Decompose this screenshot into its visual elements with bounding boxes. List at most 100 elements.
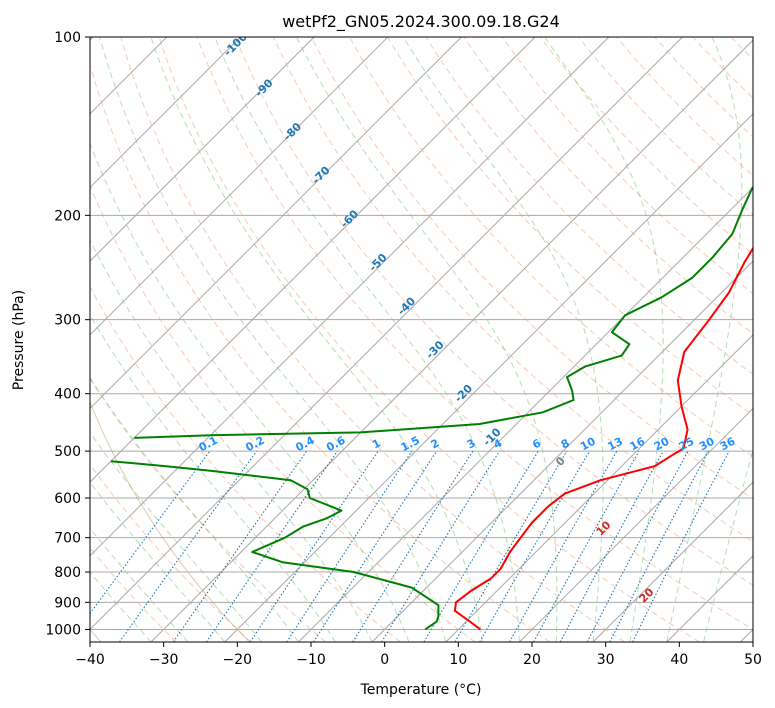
isotherm-line (298, 186, 753, 642)
mixing-ratio-line (205, 450, 338, 642)
y-tick-label: 1000 (45, 622, 81, 638)
dry-adiabat-line (616, 37, 753, 177)
mixing-ratio-line (609, 450, 709, 642)
isotherm-line (90, 37, 683, 631)
moist-adiabat-line (90, 238, 373, 642)
y-tick-label: 100 (54, 30, 81, 46)
y-tick-label: 600 (54, 491, 81, 507)
dry-adiabat-line (196, 37, 753, 631)
dry-adiabat-line (501, 37, 753, 295)
mixing-ratio-label: 13 (605, 435, 625, 454)
y-tick-label: 400 (54, 387, 81, 403)
isotherm-line (90, 37, 389, 336)
dry-adiabat-line (90, 62, 551, 642)
moist-adiabat-line (90, 431, 262, 642)
moist-adiabat-line (544, 37, 664, 642)
y-tick-label: 500 (54, 444, 81, 460)
moist-adiabat-line (90, 481, 226, 642)
mixing-ratio-line (172, 450, 308, 642)
isotherm-line (90, 37, 315, 262)
dry-adiabat-line (90, 463, 252, 642)
isotherm-line (519, 407, 753, 642)
mixing-ratio-lines (90, 450, 730, 642)
x-tick-label: −10 (296, 652, 326, 668)
isotherm-line (90, 37, 241, 189)
mixing-ratio-line (586, 450, 689, 642)
mixing-ratio-line (313, 450, 438, 642)
x-tick-label: −40 (75, 652, 105, 668)
moist-adiabat-line (90, 142, 410, 642)
isotherm-line (150, 39, 753, 642)
profile-line-1 (110, 460, 440, 631)
dry-adiabat-line (311, 37, 753, 500)
x-tick-label: −30 (149, 652, 179, 668)
plot-frame (89, 36, 754, 643)
isotherm-line (445, 334, 753, 642)
chart-title: wetPf2_GN05.2024.300.09.18.G24 (282, 12, 560, 32)
mixing-ratio-label: 25 (677, 435, 697, 454)
isotherm-line (592, 481, 753, 642)
profile-line-2 (134, 185, 753, 439)
plot-area: 0.1 0.2 0.4 0.6 1 1.5 2 3 4 6 8 10 13 16 20 25 30 36-100-… (90, 37, 753, 642)
moist-adiabat-line (666, 37, 743, 642)
y-axis-ticks: 100 200 300 400 500 600 700 800 900 1000 (45, 30, 90, 638)
mixing-ratio-label: 36 (718, 435, 738, 454)
moist-adiabats (90, 37, 753, 642)
dry-adiabat-line (90, 285, 401, 642)
moist-adiabat-line (90, 314, 336, 642)
x-tick-label: 0 (380, 652, 389, 668)
moist-adiabat-line (99, 37, 447, 642)
moist-adiabat-line (150, 37, 484, 642)
mixing-ratio-line (286, 450, 413, 642)
x-tick-label: 20 (523, 652, 541, 668)
y-tick-label: 200 (54, 208, 81, 224)
isotherm-line (90, 37, 536, 483)
mixing-ratio-label: 10 (578, 435, 598, 454)
mixing-ratio-line (352, 450, 474, 642)
mixing-ratio-line (559, 450, 664, 642)
mixing-ratio-line (509, 450, 618, 642)
moist-adiabat-line (214, 37, 520, 642)
isotherms (90, 37, 753, 642)
moist-adiabat-line (90, 527, 189, 642)
profile-series (110, 185, 753, 631)
x-tick-label: −20 (223, 652, 253, 668)
dry-adiabat-line (120, 37, 625, 642)
mixing-ratio-line (381, 450, 500, 642)
isotherm-line (371, 260, 753, 642)
dry-adiabat-line (463, 37, 753, 335)
moist-adiabat-line (703, 447, 753, 642)
x-tick-label: 30 (597, 652, 615, 668)
y-tick-label: 700 (54, 531, 81, 547)
x-tick-label: 50 (744, 652, 762, 668)
isotherm-line (90, 37, 610, 557)
profile-line-0 (453, 246, 753, 631)
mixing-ratio-label: 30 (697, 435, 717, 454)
mixing-ratio-line (119, 450, 258, 642)
x-axis-ticks: −40 −30 −20 −10 0 10 20 30 40 50 (75, 642, 762, 668)
mixing-ratio-label: 20 (652, 435, 672, 454)
x-tick-label: 10 (449, 652, 467, 668)
moist-adiabat-line (402, 37, 604, 642)
dry-adiabat-line (387, 37, 753, 416)
y-tick-label: 900 (54, 595, 81, 611)
mixing-ratio-line (90, 450, 211, 615)
mixing-ratio-line (632, 450, 730, 642)
dry-adiabat-line (234, 37, 753, 586)
x-tick-label: 40 (670, 652, 688, 668)
y-tick-label: 800 (54, 565, 81, 581)
y-axis-title: Pressure (hPa) (11, 290, 27, 390)
background-curve (90, 400, 250, 642)
mixing-ratio-line (533, 450, 640, 642)
isotherm-line (90, 37, 462, 410)
y-tick-label: 300 (54, 313, 81, 329)
pressure-gridlines (90, 37, 753, 630)
isotherm-line (224, 113, 753, 642)
background-curves (90, 400, 250, 642)
moist-adiabat-line (295, 37, 558, 642)
x-axis-title: Temperature (°C) (360, 682, 482, 698)
mixing-ratio-line (479, 450, 591, 642)
